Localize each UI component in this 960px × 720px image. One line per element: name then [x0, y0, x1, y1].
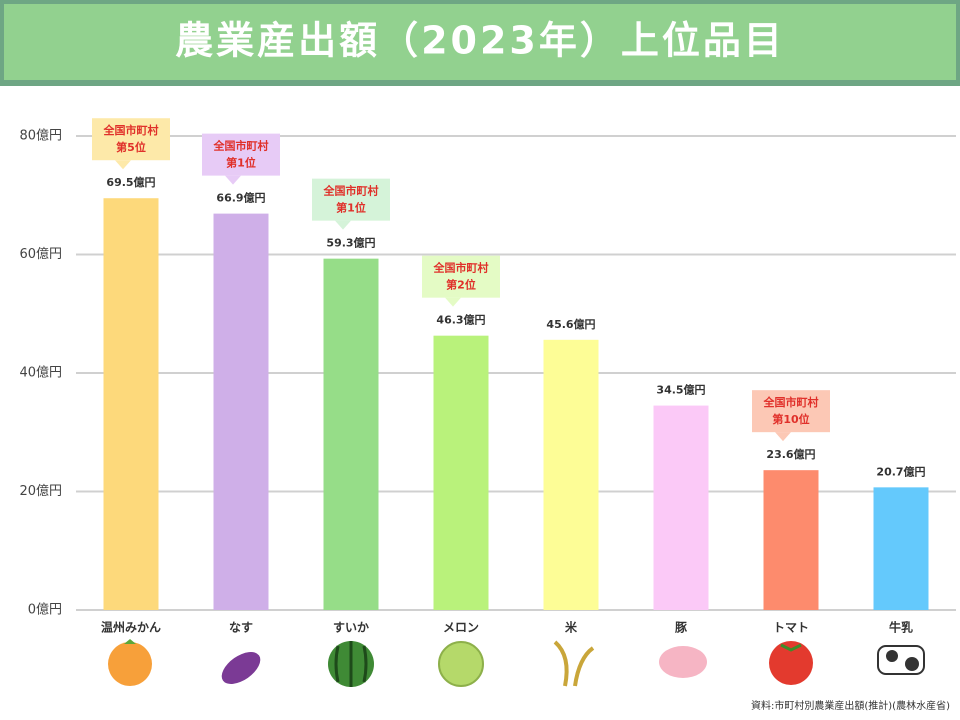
value-label: 59.3億円 [326, 236, 375, 250]
y-tick-label: 20億円 [19, 483, 62, 499]
icon-melon [438, 641, 484, 687]
callout-pointer [335, 220, 351, 230]
value-label: 45.6億円 [546, 317, 595, 331]
icon-mikan [108, 642, 152, 686]
callout-text: 全国市町村 [763, 395, 819, 409]
x-tick-label: メロン [443, 621, 479, 635]
bar [653, 405, 709, 610]
callout-text: 第2位 [446, 278, 476, 292]
bar [103, 198, 159, 610]
callout-text: 全国市町村 [433, 261, 489, 275]
x-tick-label: 米 [565, 620, 578, 635]
icon-tomato [769, 641, 813, 685]
callout-text: 全国市町村 [323, 184, 379, 198]
value-label: 34.5億円 [656, 383, 705, 397]
chart-title: 農業産出額（2023年）上位品目 [175, 19, 785, 63]
y-tick-label: 0億円 [28, 602, 62, 618]
icon-stem [780, 643, 802, 652]
x-tick-label: 豚 [674, 620, 688, 635]
callout-box [92, 118, 170, 161]
y-tick-label: 40億円 [19, 365, 62, 381]
callout-text: 第5位 [116, 140, 146, 154]
value-label: 66.9億円 [216, 191, 265, 205]
bar [323, 258, 379, 610]
callout-pointer [225, 175, 241, 185]
callout-text: 全国市町村 [213, 139, 269, 153]
callout-box [422, 255, 500, 298]
callout-pointer [115, 160, 131, 170]
callout-box [202, 133, 280, 176]
callout-text: 第1位 [336, 201, 366, 215]
source-note: 資料:市町村別農業産出額(推計)(農林水産省) [751, 699, 950, 712]
bar [213, 213, 269, 610]
bar [763, 470, 819, 610]
title-bar [4, 4, 956, 80]
callout-pointer [775, 432, 791, 442]
y-tick-label: 60億円 [19, 246, 62, 262]
callout-text: 全国市町村 [103, 123, 159, 137]
icon-spot [886, 650, 898, 662]
x-tick-label: 牛乳 [889, 620, 913, 635]
callout-box [312, 178, 390, 221]
x-tick-label: 温州みかん [101, 621, 161, 635]
callout-box [752, 390, 830, 433]
x-tick-label: すいか [333, 621, 369, 635]
bar [433, 335, 489, 610]
y-tick-label: 80億円 [19, 128, 62, 144]
icon-spot [905, 657, 919, 671]
x-tick-label: トマト [773, 621, 809, 635]
icon-stripes [334, 641, 368, 687]
value-label: 23.6億円 [766, 447, 815, 461]
icons [108, 639, 925, 687]
value-label: 46.3億円 [436, 313, 485, 327]
callout-text: 第1位 [226, 156, 256, 170]
x-tick-label: なす [229, 621, 253, 635]
callout-text: 第10位 [772, 412, 809, 426]
callout-pointer [445, 297, 461, 307]
icon-eggplant [221, 652, 261, 684]
icon-pig [659, 646, 707, 678]
icon-rice [553, 640, 595, 687]
icon-leaf [124, 639, 136, 644]
bar [543, 339, 599, 610]
value-label: 20.7億円 [876, 464, 925, 478]
bar [873, 487, 929, 610]
value-label: 69.5億円 [106, 175, 155, 189]
